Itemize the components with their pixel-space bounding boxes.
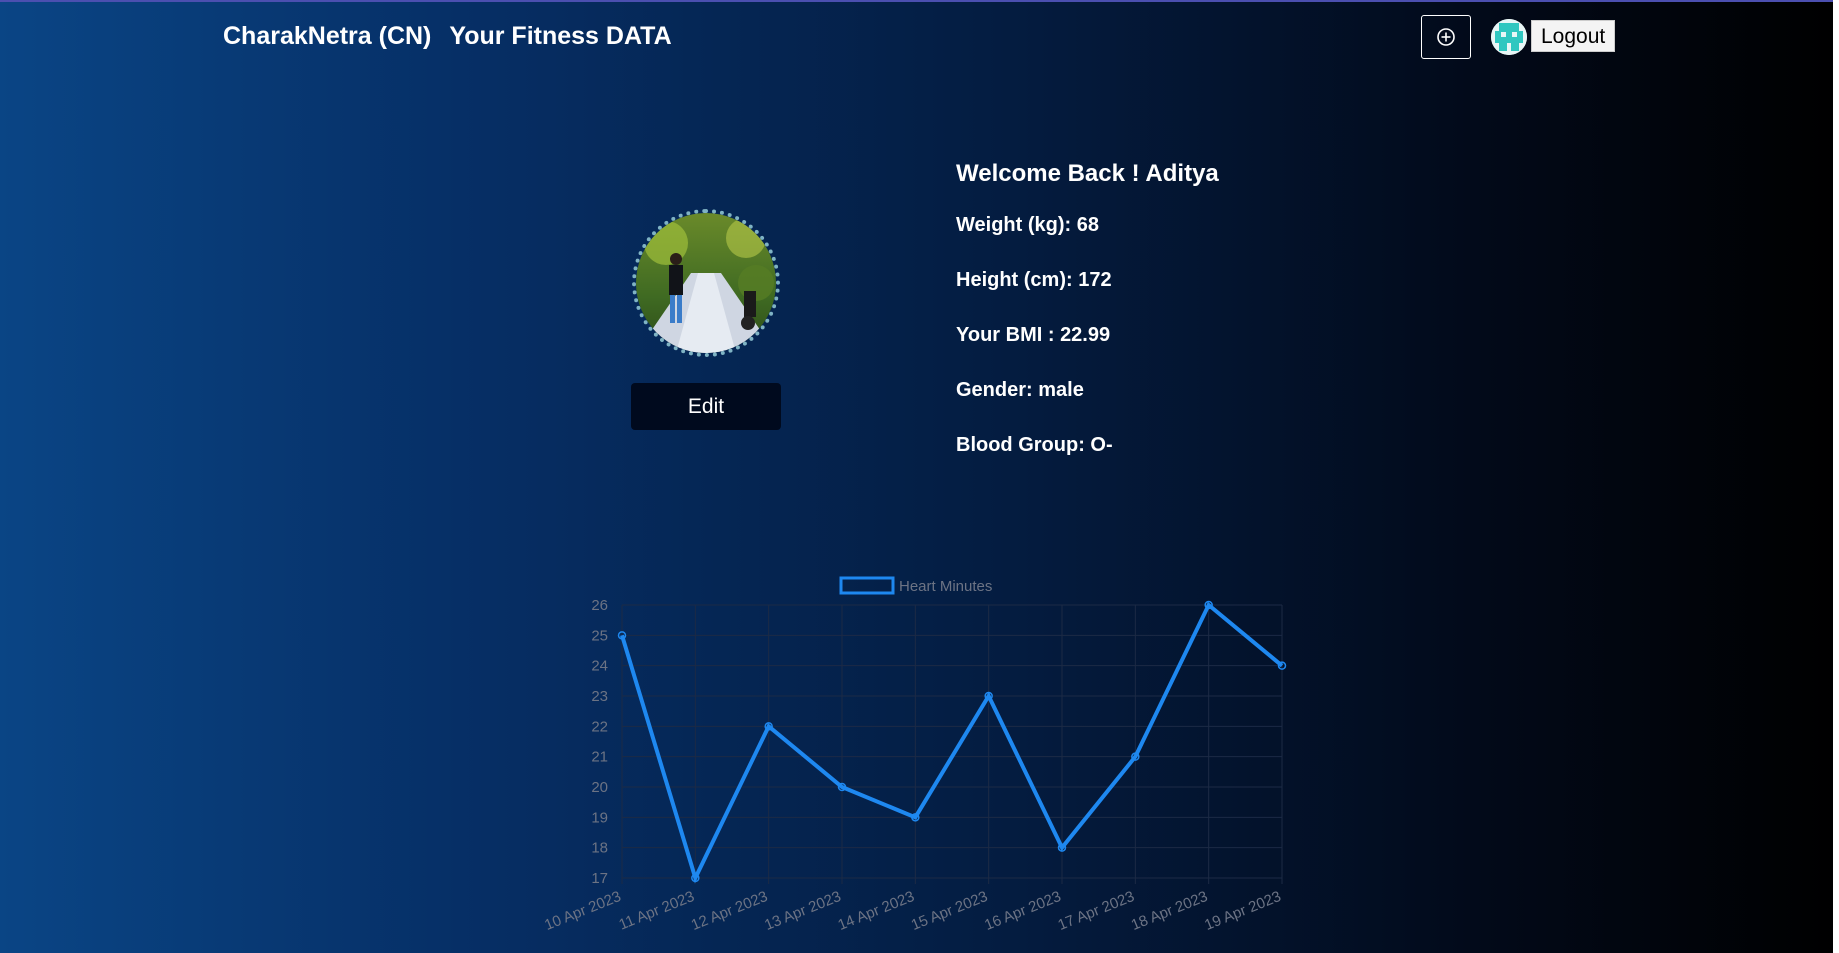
blood-group-value: Blood Group: O- bbox=[956, 434, 1113, 456]
data-point bbox=[1131, 752, 1140, 761]
y-tick-label: 26 bbox=[591, 597, 608, 614]
scrollbar[interactable] bbox=[1833, 0, 1839, 953]
data-point bbox=[1057, 843, 1067, 852]
series-line-heart-minutes bbox=[620, 601, 1284, 884]
gender-value: Gender: male bbox=[956, 379, 1084, 401]
welcome-heading: Welcome Back ! Aditya bbox=[956, 160, 1219, 187]
brand-name[interactable]: CharakNetra (CN) bbox=[223, 22, 432, 50]
data-point bbox=[837, 782, 847, 792]
brand-title[interactable]: CharakNetra (CN) Your Fitness DATA bbox=[223, 22, 672, 51]
x-tick-label: 13 Apr 2023 bbox=[762, 888, 843, 934]
data-point bbox=[1204, 600, 1213, 610]
user-avatar[interactable] bbox=[1491, 19, 1527, 55]
x-tick-label: 10 Apr 2023 bbox=[542, 888, 623, 934]
height-value: Height (cm): 172 bbox=[956, 269, 1112, 291]
window-top-border bbox=[0, 0, 1839, 2]
page-subtitle: Your Fitness DATA bbox=[449, 22, 672, 50]
y-tick-label: 24 bbox=[591, 658, 608, 675]
x-tick-label: 17 Apr 2023 bbox=[1055, 888, 1136, 934]
y-tick-label: 23 bbox=[591, 688, 608, 705]
legend-label: Heart Minutes bbox=[899, 578, 992, 595]
heart-minutes-chart: 17 18 19 20 21 22 23 24 25 26 10 Apr 2023 11 Apr 20… bbox=[540, 565, 1300, 953]
data-point bbox=[617, 631, 627, 640]
data-point bbox=[764, 722, 773, 731]
profile-photo-image bbox=[636, 213, 776, 353]
weight-value: Weight (kg): 68 bbox=[956, 214, 1099, 236]
profile-info: Welcome Back ! Aditya Weight (kg): 68 He… bbox=[956, 160, 1219, 489]
edit-profile-button[interactable]: Edit bbox=[631, 383, 781, 430]
x-tick-label: 11 Apr 2023 bbox=[616, 888, 696, 934]
plus-circle-icon bbox=[1437, 28, 1455, 46]
y-tick-label: 18 bbox=[591, 840, 608, 857]
add-data-button[interactable] bbox=[1421, 15, 1471, 59]
x-tick-label: 12 Apr 2023 bbox=[689, 888, 770, 934]
data-point bbox=[691, 873, 700, 883]
legend-swatch bbox=[839, 576, 895, 595]
logout-button[interactable]: Logout bbox=[1531, 20, 1616, 52]
y-tick-label: 21 bbox=[591, 749, 608, 766]
profile-picture bbox=[632, 209, 780, 357]
x-tick-label: 14 Apr 2023 bbox=[835, 888, 916, 934]
y-tick-label: 25 bbox=[591, 627, 608, 644]
x-tick-label: 18 Apr 2023 bbox=[1129, 888, 1210, 934]
y-tick-label: 17 bbox=[591, 870, 608, 887]
y-tick-label: 22 bbox=[591, 718, 608, 735]
x-tick-label: 15 Apr 2023 bbox=[909, 888, 990, 934]
x-tick-label: 16 Apr 2023 bbox=[982, 888, 1063, 934]
data-point bbox=[911, 813, 920, 822]
navbar: CharakNetra (CN) Your Fitness DATA Logout bbox=[0, 0, 1839, 76]
bmi-value: Your BMI : 22.99 bbox=[956, 324, 1111, 346]
y-tick-label: 19 bbox=[591, 809, 608, 826]
data-point bbox=[1277, 661, 1287, 670]
data-point bbox=[984, 691, 993, 701]
avatar-icon bbox=[1491, 19, 1527, 55]
x-tick-label: 19 Apr 2023 bbox=[1202, 888, 1283, 934]
y-tick-label: 20 bbox=[591, 779, 608, 796]
scrollbar-thumb[interactable] bbox=[1833, 0, 1839, 450]
